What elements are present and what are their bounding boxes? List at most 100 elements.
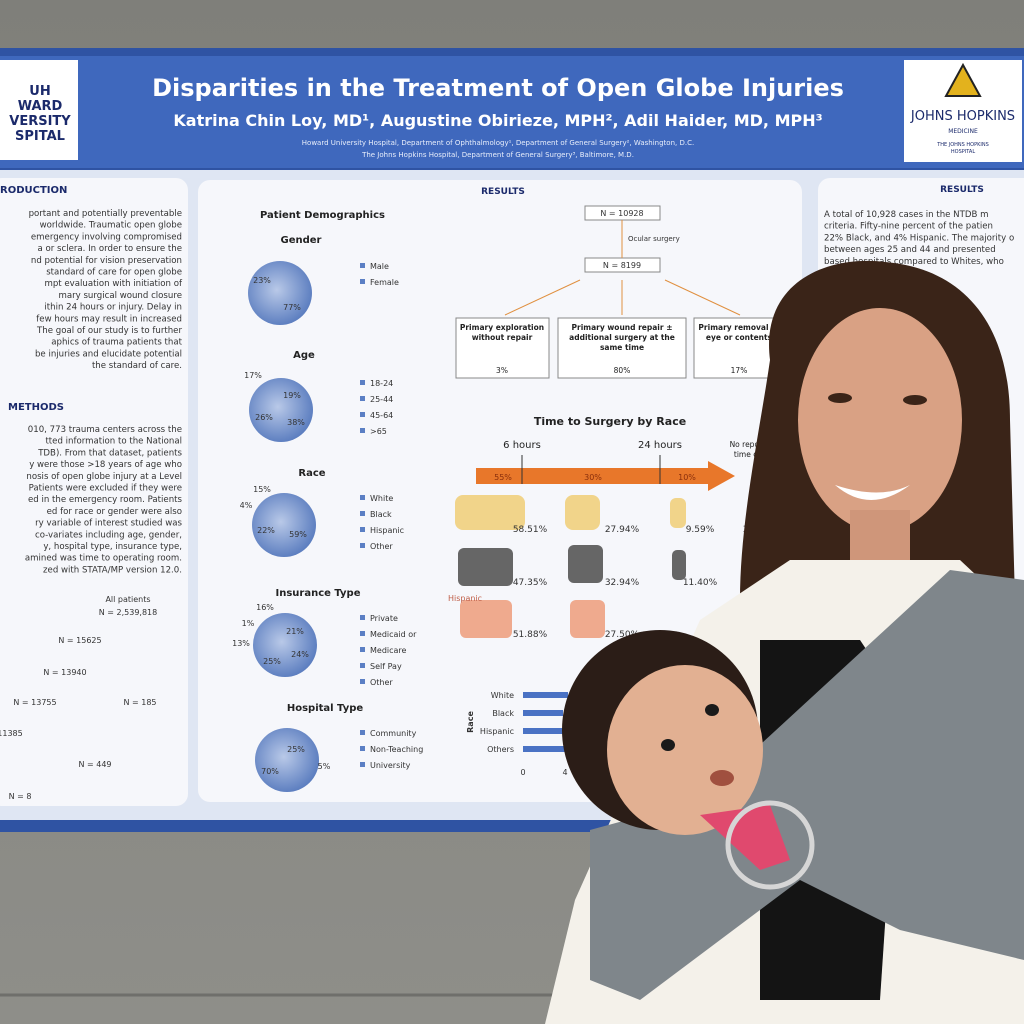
legend-entry: Male [370,262,389,271]
logo-text: THE JOHNS HOPKINS [936,142,989,148]
flow-label: N = 8199 [603,261,641,270]
pie-label: 13% [232,639,250,648]
legend-swatch [360,730,365,735]
pie-title: Race [298,468,325,479]
body-line: 22% Black, and 4% Hispanic. The majority… [824,233,1014,243]
pie-label: 23% [253,276,271,285]
body-line: nd potential for vision preservation [31,256,182,266]
bar-category: White [491,691,514,700]
logo-text: VERSITY [9,114,71,129]
flow-box [557,317,687,379]
baby-eye [661,739,675,751]
legend-swatch [360,428,365,433]
body-line: few hours may result in increased [36,314,182,324]
flow-label: N = 185 [123,698,156,707]
body-line: ed for race or gender were also [47,507,182,517]
body-line: tted information to the National [45,437,182,447]
flow-box-text: same time [600,343,644,352]
poster-authors: Katrina Chin Loy, MD¹, Augustine Obiriez… [173,111,822,130]
flow-box-text: without repair [472,333,533,342]
affiliation: Howard University Hospital, Department o… [302,139,694,147]
legend-entry: Other [370,542,393,551]
legend-swatch [360,679,365,684]
flow-label: N = 13940 [43,668,86,677]
flow-box-text: additional surgery at the [569,333,675,342]
legend-entry: Hispanic [370,526,404,535]
legend-swatch [360,631,365,636]
body-line: based hospitals compared to Whites, who [824,257,1004,267]
pie-label: 15% [253,485,271,494]
axis-title: Race [466,711,475,733]
section-heading: METHODS [8,402,64,413]
flow-box-value: 17% [731,366,748,375]
pie-title: Insurance Type [276,588,361,599]
pie-label: 25% [263,657,281,666]
time-mark: time data [734,450,770,459]
body-line: standard of care for open globe [46,268,182,278]
body-line: aphics of trauma patients that [51,338,182,348]
flow-arrow [504,279,581,316]
eye [903,395,927,405]
legend-entry: Black [370,510,392,519]
flow-label: N = 10928 [600,209,643,218]
flow-label: 11385 [0,729,23,738]
pie-label: 77% [283,303,301,312]
legend-swatch [360,543,365,548]
legend-swatch [360,279,365,284]
logo-text: UH [29,84,50,99]
body-line: Patients were excluded if they were [29,484,182,494]
pie-label: 59% [289,530,307,539]
bar-tick: 0 [520,768,525,777]
row-label: Hispanic [448,594,482,603]
body-line: A total of 10,928 cases in the NTDB m [824,210,988,220]
flow-box-text: Primary wound repair ± [572,323,673,332]
icon-row-white [565,495,600,530]
body-line: between ages 25 and 44 and presented [824,245,996,255]
pie-gender [248,261,312,325]
bar-category: Others [487,745,514,754]
pie-insurance [253,613,317,677]
logo-text: MEDICINE [948,128,978,135]
body-line: mary surgical wound closure [58,291,182,301]
legend-entry: Female [370,278,399,287]
time-mark: No reported [730,440,775,449]
flow-box-value: 3% [496,366,508,375]
body-line: be injuries and elucidate potential [35,349,182,359]
icon-row-hispanic [570,600,605,638]
row-value: 47.35% [513,578,548,588]
body-line: portant and potentially preventable [29,209,182,219]
flow-label: Ocular surgery [628,235,680,243]
row-value: 27.94% [605,525,640,535]
legend-entry: 18-24 [370,379,393,388]
section-heading: RESULTS [940,185,984,195]
arrow-label: 30% [584,473,602,482]
legend-swatch [360,396,365,401]
time-arrow [476,468,711,484]
pie-race [252,493,316,557]
flow-label: All patients [105,595,150,604]
bar [523,692,568,698]
subheading: Patient Demographics [260,210,385,221]
flow-box-text: eye or contents [706,333,773,342]
baby-face [607,665,763,835]
body-line: ithin 24 hours or injury. Delay in [44,303,182,313]
legend-swatch [360,663,365,668]
body-line: zed with STATA/MP version 12.0. [43,565,182,575]
pie-label: 70% [261,767,279,776]
pie-label: 24% [291,650,309,659]
pie-title: Hospital Type [287,703,364,714]
legend-entry: Self Pay [370,662,402,671]
arrow-label: 10% [678,473,696,482]
pie-title: Gender [281,235,322,246]
pie-label: 25% [287,745,305,754]
legend-swatch [360,615,365,620]
row-value: 27.50% [605,630,640,640]
bar-tick: 4 [562,768,567,777]
baby-mouth [710,770,734,786]
legend-swatch [360,762,365,767]
legend-swatch [360,511,365,516]
section-heading: RODUCTION [0,185,67,196]
smile [835,485,910,500]
pie-label: 4% [240,501,253,510]
